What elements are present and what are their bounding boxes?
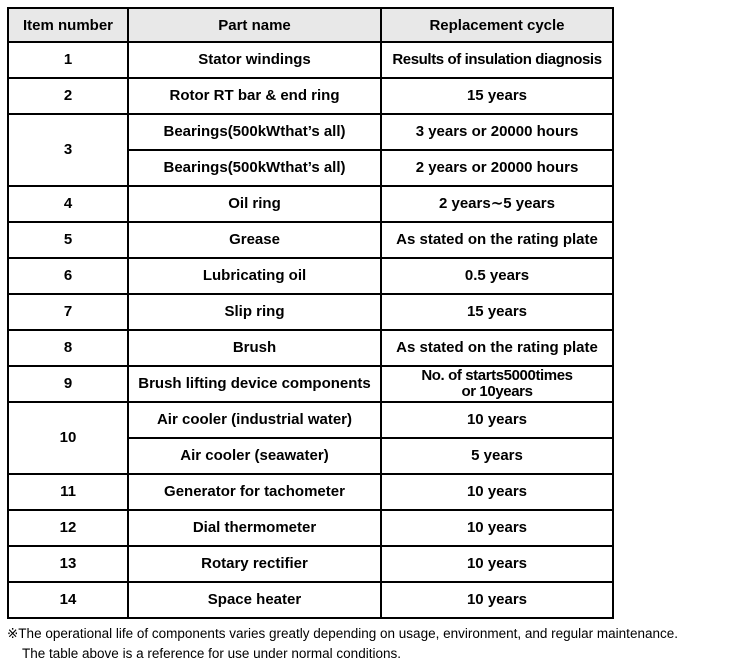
part-name-cell: Rotary rectifier [127, 545, 382, 583]
replacement-cycle-cell: 10 years [380, 509, 614, 547]
table-row: 11 Generator for tachometer 10 years [7, 473, 614, 511]
replacement-cycle-cell: 5 years [380, 437, 614, 475]
item-number-cell: 13 [7, 545, 129, 583]
part-name-cell: Grease [127, 221, 382, 259]
part-name-cell: Dial thermometer [127, 509, 382, 547]
item-number-cell: 2 [7, 77, 129, 115]
part-name-cell: Brush [127, 329, 382, 367]
table-row: Air cooler (seawater) 5 years [8, 437, 614, 475]
replacement-cycle-cell: 2 years or 20000 hours [380, 149, 614, 187]
item-number-cell: 1 [7, 41, 129, 79]
replacement-cycle-cell: 10 years [380, 581, 614, 619]
replacement-cycle-cell: As stated on the rating plate [380, 329, 614, 367]
part-name-cell: Air cooler (seawater) [127, 437, 382, 475]
item-number-cell: 12 [7, 509, 129, 547]
replacement-cycle-cell: Results of insulation diagnosis [380, 41, 614, 79]
item-number-cell: 4 [7, 185, 129, 223]
part-name-cell: Generator for tachometer [127, 473, 382, 511]
item-number-cell: 5 [7, 221, 129, 259]
column-header-part-name: Part name [127, 7, 382, 43]
item-number-cell: 3 [7, 113, 129, 187]
item-number-cell: 14 [7, 581, 129, 619]
part-name-cell: Lubricating oil [127, 257, 382, 295]
table-row: 1 Stator windings Results of insulation di… [7, 41, 614, 79]
header-row: Item number Part name Replacement cycle [7, 7, 614, 43]
table-row: 2 Rotor RT bar & end ring 15 years [7, 77, 614, 115]
replacement-cycle-cell: 15 years [380, 293, 614, 331]
item-number-cell: 6 [7, 257, 129, 295]
replacement-cycle-cell: As stated on the rating plate [380, 221, 614, 259]
footnote-line-2: The table above is a reference for use u… [22, 646, 401, 661]
table-row: 14 Space heater 10 years [7, 581, 614, 619]
replacement-cycle-cell: No. of starts5000times or 10years [380, 365, 614, 403]
table-row: 9 Brush lifting device components No. of s… [7, 365, 614, 403]
table-row: 12 Dial thermometer 10 years [7, 509, 614, 547]
replacement-cycle-cell: 10 years [380, 545, 614, 583]
column-header-replacement-cycle: Replacement cycle [380, 7, 614, 43]
table-row: 13 Rotary rectifier 10 years [7, 545, 614, 583]
part-name-cell: Air cooler (industrial water) [127, 401, 382, 439]
part-name-cell: Oil ring [127, 185, 382, 223]
item-number-cell: 9 [7, 365, 129, 403]
replacement-cycle-table: Item number Part name Replacement cycle … [7, 7, 614, 619]
table-row: 10 Air cooler (industrial water) 10 years [7, 401, 614, 475]
table-row: 6 Lubricating oil 0.5 years [7, 257, 614, 295]
table-row: 4 Oil ring 2 years∼5 years [7, 185, 614, 223]
part-name-cell: Stator windings [127, 41, 382, 79]
part-name-cell: Slip ring [127, 293, 382, 331]
item-number-cell: 7 [7, 293, 129, 331]
item-number-cell: 10 [7, 401, 129, 475]
column-header-item-number: Item number [7, 7, 129, 43]
part-name-cell: Bearings(500kWthat’s all) [127, 113, 382, 151]
table-row: 8 Brush As stated on the rating plate [7, 329, 614, 367]
table-row: 3 Bearings(500kWthat’s all) 3 years or 200… [7, 113, 614, 187]
item-number-cell: 11 [7, 473, 129, 511]
replacement-cycle-cell: 3 years or 20000 hours [380, 113, 614, 151]
part-name-cell: Brush lifting device components [127, 365, 382, 403]
footnote-line-1: ※The operational life of components vari… [7, 626, 678, 641]
table-row: 5 Grease As stated on the rating plate [7, 221, 614, 259]
replacement-cycle-cell: 15 years [380, 77, 614, 115]
replacement-cycle-cell: 10 years [380, 473, 614, 511]
table-row: Bearings(500kWthat’s all) 2 years or 2000… [8, 149, 614, 187]
part-name-cell: Bearings(500kWthat’s all) [127, 149, 382, 187]
part-name-cell: Space heater [127, 581, 382, 619]
replacement-cycle-cell: 2 years∼5 years [380, 185, 614, 223]
replacement-cycle-cell: 10 years [380, 401, 614, 439]
footnote: ※The operational life of components vari… [7, 624, 733, 664]
part-name-cell: Rotor RT bar & end ring [127, 77, 382, 115]
replacement-cycle-cell: 0.5 years [380, 257, 614, 295]
item-number-cell: 8 [7, 329, 129, 367]
table-row: 7 Slip ring 15 years [7, 293, 614, 331]
